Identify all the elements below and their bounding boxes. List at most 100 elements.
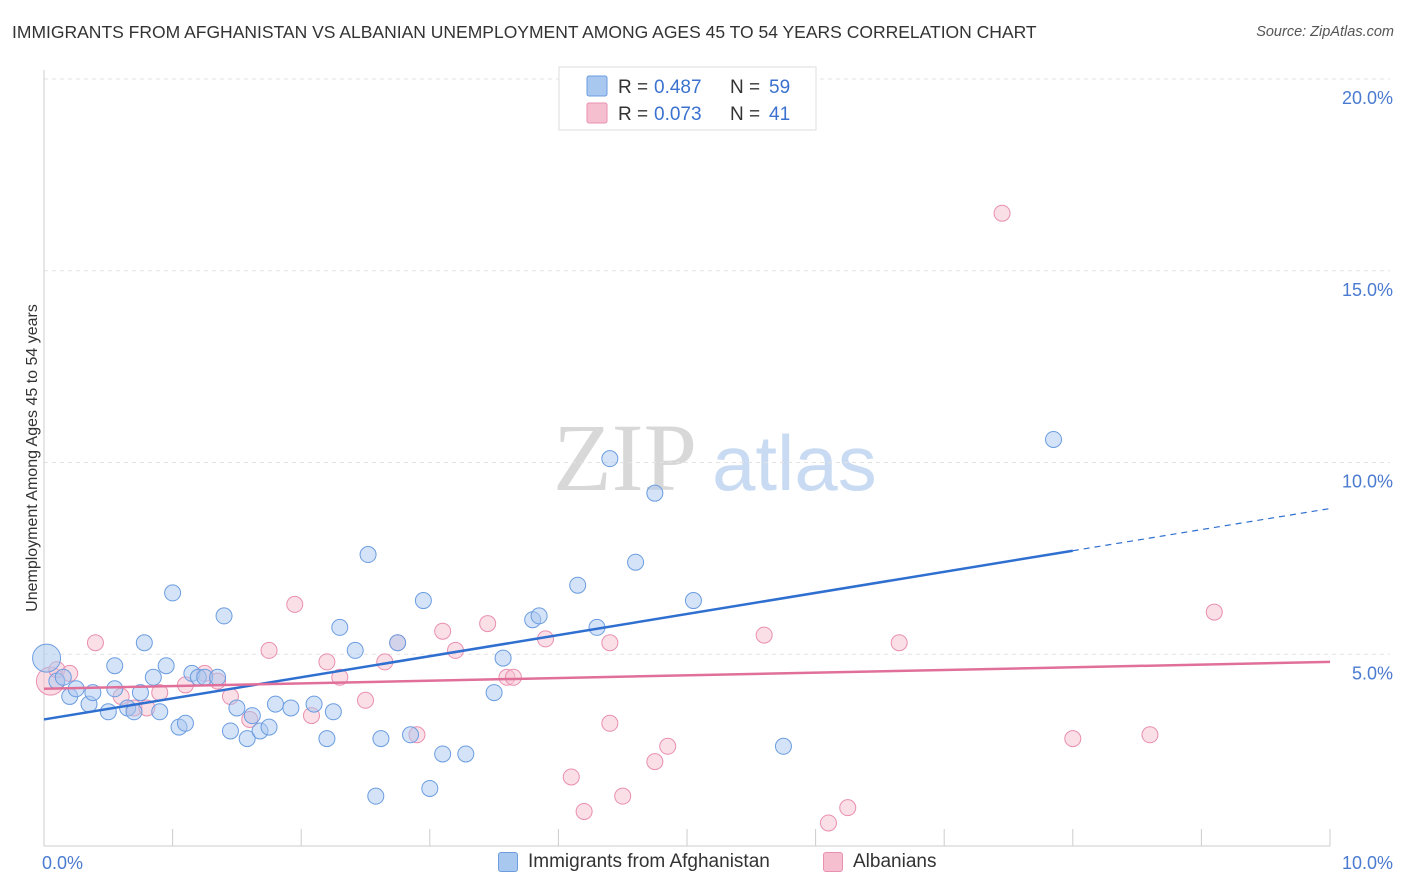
albanians-point-37 [839, 799, 857, 817]
afghanistan-point-14 [144, 668, 162, 686]
albanians-point-18 [357, 691, 374, 709]
afghanistan-point-25 [221, 722, 239, 740]
albanians-point-22 [434, 622, 452, 640]
bottom-legend-label-albanians: Albanians [853, 851, 937, 872]
afghanistan-point-57 [774, 737, 792, 755]
bottom-legend-albanians: Albanians [823, 851, 936, 873]
afghanistan-point-45 [434, 745, 452, 763]
x-tick-label-max: 10.0% [1342, 853, 1393, 873]
legend-r-value-1: 0.487 [654, 77, 702, 98]
albanians-point-31 [601, 714, 619, 732]
afghanistan-point-39 [367, 787, 385, 805]
afghanistan-point-28 [243, 707, 261, 725]
afghanistan-point-58 [1045, 430, 1063, 448]
albanians-point-3 [86, 634, 104, 652]
series-afghanistan-points [32, 430, 1063, 805]
afghanistan-point-8 [106, 680, 124, 698]
albanians-point-36 [819, 814, 837, 832]
bottom-legend: Immigrants from Afghanistan Albanians [0, 851, 1406, 879]
albanians-point-39 [993, 204, 1011, 222]
y-tick-label-15: 15.0% [1342, 280, 1393, 300]
chart-source: Source: ZipAtlas.com [1256, 24, 1394, 40]
afghanistan-point-9 [106, 657, 124, 675]
legend-n-label-2: N = [730, 104, 760, 125]
albanians-point-26 [504, 668, 522, 686]
albanians-point-29 [575, 802, 593, 820]
afghanistan-point-55 [646, 484, 664, 502]
afghanistan-point-24 [215, 607, 233, 625]
afghanistan-point-33 [305, 695, 323, 713]
afghanistan-point-37 [346, 641, 364, 659]
x-tick-labels: 0.0% 10.0% [42, 829, 1393, 873]
y-tick-label-10: 10.0% [1342, 472, 1393, 492]
albanians-point-40 [1064, 730, 1082, 748]
legend-n-value-1: 59 [769, 77, 790, 98]
albanians-point-30 [601, 634, 619, 652]
y-tick-labels: 5.0% 10.0% 15.0% 20.0% [1342, 88, 1393, 683]
afghanistan-point-41 [389, 634, 407, 652]
afghanistan-point-31 [266, 695, 284, 713]
afghanistan-point-16 [157, 657, 175, 675]
afghanistan-point-53 [601, 450, 619, 468]
albanians-point-38 [890, 634, 908, 652]
legend-r-label-1: R = [618, 77, 648, 98]
bottom-legend-label-afghanistan: Immigrants from Afghanistan [528, 851, 770, 872]
x-tick-label-min: 0.0% [42, 853, 83, 873]
afghanistan-point-48 [494, 649, 512, 667]
albanians-point-41 [1141, 726, 1159, 744]
albanians-point-33 [646, 753, 664, 771]
afghanistan-point-13 [135, 634, 153, 652]
series-albanians-points [35, 204, 1223, 832]
afghanistan-point-2 [54, 668, 72, 686]
afghanistan-point-35 [324, 703, 342, 721]
bottom-legend-swatch-pink [823, 852, 843, 872]
legend-r-label-2: R = [618, 104, 648, 125]
afghanistan-point-46 [457, 745, 475, 763]
afghanistan-point-50 [530, 607, 548, 625]
afghanistan-point-44 [421, 779, 439, 797]
albanians-point-35 [755, 626, 773, 644]
y-tick-label-20: 20.0% [1342, 88, 1393, 108]
y-axis-label: Unemployment Among Ages 45 to 54 years [24, 304, 41, 612]
legend-r-value-2: 0.073 [654, 104, 702, 125]
albanians-point-42 [1205, 603, 1223, 621]
albanians-point-24 [479, 615, 497, 633]
legend-n-label-1: N = [730, 77, 760, 98]
albanians-point-28 [562, 768, 580, 786]
afghanistan-point-36 [331, 618, 349, 636]
afghanistan-point-7 [99, 703, 117, 721]
afghanistan-point-26 [228, 699, 246, 717]
afghanistan-point-51 [569, 576, 587, 594]
afghanistan-point-38 [359, 546, 377, 564]
albanians-point-32 [614, 787, 632, 805]
albanians-point-16 [318, 653, 336, 671]
albanians-point-14 [286, 595, 304, 613]
trend-line-albanians [43, 660, 1331, 691]
afghanistan-point-12 [131, 684, 149, 702]
afghanistan-point-19 [176, 714, 194, 732]
legend-n-value-2: 41 [769, 104, 790, 125]
watermark-zip: ZIP [553, 404, 697, 511]
legend-swatch-pink [586, 102, 608, 124]
watermark-atlas: atlas [712, 419, 877, 507]
afghanistan-point-43 [414, 592, 432, 610]
albanians-point-34 [659, 737, 677, 755]
bottom-legend-swatch-blue [498, 852, 518, 872]
afghanistan-point-40 [372, 730, 390, 748]
afghanistan-point-15 [151, 703, 169, 721]
afghanistan-point-30 [260, 718, 278, 736]
afghanistan-point-23 [209, 668, 227, 686]
afghanistan-point-32 [282, 699, 300, 717]
afghanistan-point-54 [627, 553, 645, 571]
y-tick-label-5: 5.0% [1352, 663, 1393, 683]
grid-lines [44, 78, 1390, 655]
trend-lines [43, 507, 1331, 721]
afghanistan-point-27 [238, 730, 256, 748]
top-legend: R = 0.487 N = 59 R = 0.073 N = 41 [558, 66, 817, 131]
afghanistan-point-42 [402, 726, 420, 744]
bottom-legend-afghanistan: Immigrants from Afghanistan [498, 851, 770, 873]
afghanistan-point-0 [32, 643, 62, 673]
afghanistan-point-34 [318, 730, 336, 748]
legend-swatch-blue [586, 75, 608, 97]
